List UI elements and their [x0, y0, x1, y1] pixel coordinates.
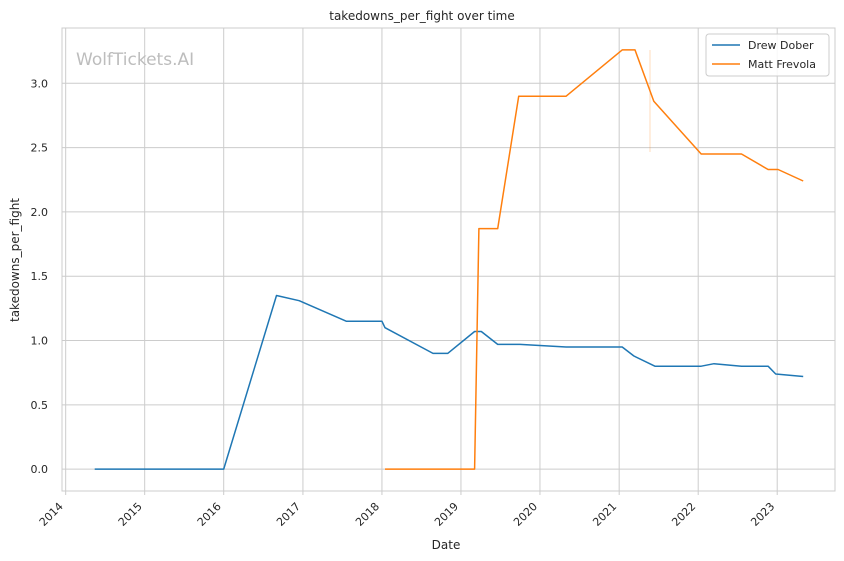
watermark: WolfTickets.AI	[76, 50, 194, 70]
y-tick-labels: 0.0 0.5 1.0 1.5 2.0 2.5 3.0	[31, 77, 49, 476]
series-layer	[94, 49, 804, 470]
y-axis-label: takedowns_per_fight	[8, 198, 22, 322]
legend: Drew Dober Matt Frevola	[705, 33, 830, 77]
y-tick-label: 2.5	[31, 142, 49, 155]
y-tick-label: 1.0	[31, 335, 49, 348]
plot-frame	[61, 27, 836, 492]
legend-label-matt-frevola: Matt Frevola	[748, 58, 816, 71]
series-line-matt-frevola	[385, 49, 804, 470]
y-tick-label: 3.0	[31, 77, 49, 90]
y-tick-label: 1.5	[31, 270, 49, 283]
x-axis-label: Date	[432, 538, 461, 552]
legend-label-drew-dober: Drew Dober	[748, 39, 814, 52]
y-tick-label: 0.5	[31, 399, 49, 412]
y-tick-label: 2.0	[31, 206, 49, 219]
chart-title: takedowns_per_fight over time	[329, 9, 515, 23]
y-tick-label: 0.0	[31, 463, 49, 476]
series-line-drew-dober	[94, 294, 804, 470]
